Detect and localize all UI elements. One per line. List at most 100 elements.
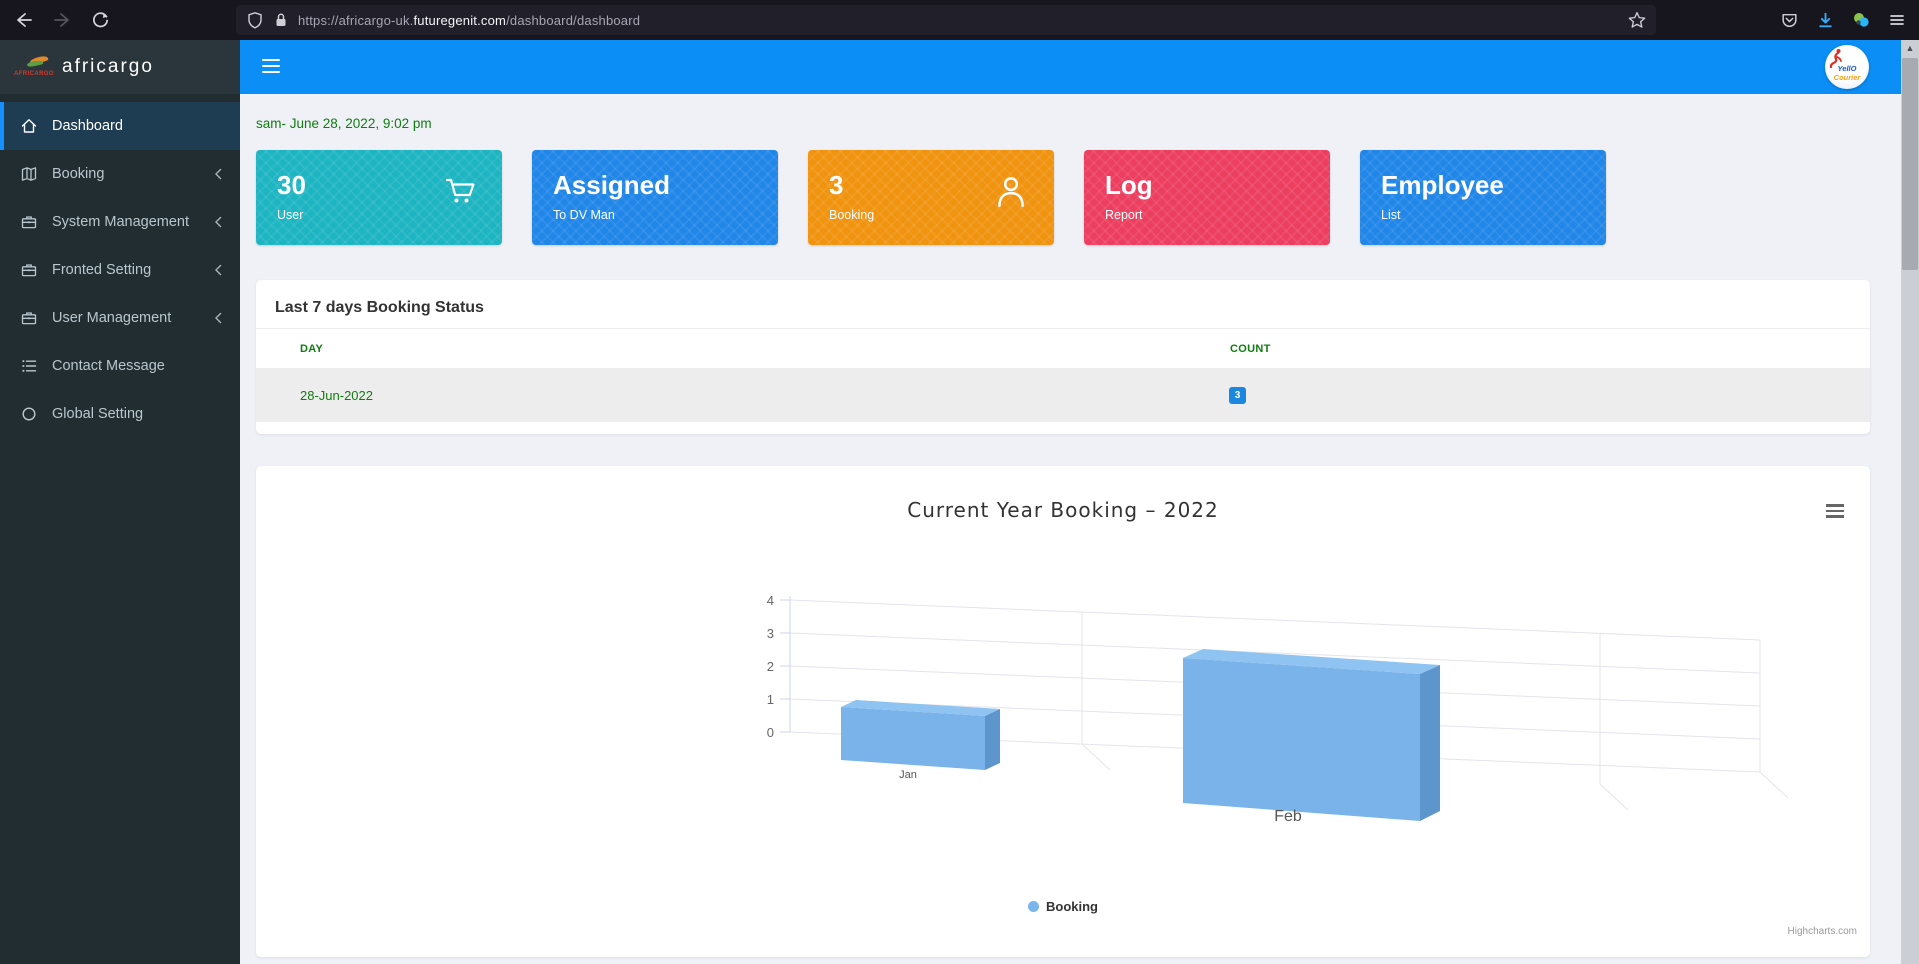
sidebar-item-label: Contact Message (52, 358, 165, 374)
browser-chrome: https://africargo-uk.futuregenit.com/das… (0, 0, 1919, 40)
sidebar-menu: Dashboard Booking System Management Fron… (0, 94, 240, 438)
sidebar-item-label: Booking (52, 166, 105, 182)
sidebar-item-dashboard[interactable]: Dashboard (0, 102, 240, 150)
reload-icon (102, 12, 108, 18)
stat-value: 30 (277, 170, 306, 200)
stat-value: Assigned (553, 170, 671, 200)
person-icon (998, 177, 1024, 208)
lock-icon (276, 13, 286, 26)
stat-card-log[interactable]: Log Report (1084, 150, 1330, 245)
panel-title: Last 7 days Booking Status (275, 299, 484, 316)
chevron-left-icon (215, 168, 222, 180)
briefcase-icon (21, 216, 37, 229)
stat-card-employee[interactable]: Employee List (1360, 150, 1606, 245)
sidebar: AFRICARGO africargo Dashboard Booking Sy… (0, 40, 240, 964)
circle-icon (22, 407, 36, 421)
stat-label: Report (1105, 208, 1143, 222)
chart-panel: Current Year Booking – 2022 (256, 466, 1870, 957)
cart-icon (446, 178, 475, 203)
topbar: YellO Courier (240, 40, 1901, 94)
main-content: sam- June 28, 2022, 9:02 pm 30 User Assi… (240, 94, 1901, 964)
sidebar-item-label: Dashboard (52, 118, 123, 134)
downloads-button[interactable] (1813, 8, 1837, 32)
column-feb[interactable] (1183, 649, 1440, 821)
extension-button[interactable] (1849, 8, 1873, 32)
legend-label: Booking (1046, 899, 1098, 914)
row-day-value: 28-Jun-2022 (300, 388, 373, 403)
bookmark-star-icon[interactable] (1628, 11, 1646, 29)
stat-cards-row: 30 User Assigned To DV Man 3 Booking (256, 150, 1870, 245)
sidebar-item-contact-message[interactable]: Contact Message (0, 342, 240, 390)
page-scrollbar[interactable]: ▲ (1901, 40, 1919, 964)
stat-card-user[interactable]: 30 User (256, 150, 502, 245)
chevron-left-icon (215, 264, 222, 276)
brand-mini-text: AFRICARGO (14, 71, 54, 77)
greeting-text: sam- June 28, 2022, 9:02 pm (256, 116, 432, 131)
stat-value: 3 (829, 170, 844, 200)
divider (256, 328, 1870, 329)
highcharts-credit[interactable]: Highcharts.com (1787, 926, 1857, 937)
y-tick: 0 (767, 725, 774, 740)
stat-label: To DV Man (553, 208, 615, 222)
sidebar-item-label: System Management (52, 214, 190, 230)
forward-button[interactable] (50, 8, 74, 32)
y-tick: 1 (767, 692, 774, 707)
legend-marker (1028, 901, 1039, 912)
back-button[interactable] (12, 8, 36, 32)
stat-value: Employee (1381, 170, 1504, 200)
url-bar[interactable]: https://africargo-uk.futuregenit.com/das… (236, 5, 1656, 35)
list-icon (22, 360, 37, 372)
pocket-button[interactable] (1777, 8, 1801, 32)
logo-word-2: Courier (1833, 73, 1861, 82)
brand-name: africargo (62, 56, 154, 77)
brand[interactable]: AFRICARGO africargo (0, 40, 240, 94)
chevron-left-icon (215, 312, 222, 324)
brand-logo: AFRICARGO (14, 54, 54, 79)
legend-item-booking[interactable]: Booking (256, 899, 1870, 914)
column-jan[interactable] (841, 700, 1000, 770)
sidebar-item-label: Fronted Setting (52, 262, 152, 278)
stat-value: Log (1105, 170, 1153, 200)
map-icon (21, 167, 37, 181)
chart-context-menu-button[interactable] (1826, 504, 1846, 521)
extension-icon (1854, 13, 1869, 27)
stat-card-booking[interactable]: 3 Booking (808, 150, 1054, 245)
y-tick: 3 (767, 626, 774, 641)
sidebar-toggle-button[interactable] (262, 59, 282, 75)
x-label-feb: Feb (1274, 808, 1302, 825)
courier-figure-icon (1829, 49, 1842, 68)
browser-menu-button[interactable] (1885, 8, 1909, 32)
sidebar-item-label: User Management (52, 310, 172, 326)
scrollbar-up-arrow[interactable]: ▲ (1905, 43, 1915, 53)
sidebar-item-user-management[interactable]: User Management (0, 294, 240, 342)
sidebar-item-label: Global Setting (52, 406, 144, 422)
chevron-left-icon (215, 216, 222, 228)
reload-button[interactable] (88, 8, 112, 32)
column-header-day: DAY (300, 343, 324, 355)
sidebar-item-global-setting[interactable]: Global Setting (0, 390, 240, 438)
x-label-jan: Jan (899, 769, 917, 781)
sidebar-item-fronted-setting[interactable]: Fronted Setting (0, 246, 240, 294)
chart-title: Current Year Booking – 2022 (907, 498, 1219, 522)
column-header-count: COUNT (1230, 343, 1271, 355)
shield-icon (248, 12, 262, 29)
y-axis-labels: 4 3 2 1 0 (767, 593, 774, 740)
booking-status-panel: Last 7 days Booking Status DAY COUNT 28-… (256, 280, 1870, 434)
back-arrow-icon (17, 13, 32, 27)
stat-label: User (277, 208, 304, 222)
pocket-icon (1781, 13, 1797, 27)
stat-label: Booking (829, 208, 875, 222)
count-badge: 3 (1229, 387, 1246, 404)
briefcase-icon (21, 264, 37, 277)
forward-arrow-icon (54, 13, 69, 27)
stat-card-assigned[interactable]: Assigned To DV Man (532, 150, 778, 245)
y-tick: 2 (767, 659, 774, 674)
courier-logo[interactable]: YellO Courier (1825, 45, 1869, 89)
home-icon (21, 119, 37, 133)
sidebar-item-booking[interactable]: Booking (0, 150, 240, 198)
logo-word-1: YellO (1837, 64, 1857, 73)
scrollbar-thumb[interactable] (1902, 58, 1918, 270)
hamburger-icon (1890, 15, 1904, 25)
sidebar-item-system-management[interactable]: System Management (0, 198, 240, 246)
url-text: https://africargo-uk.futuregenit.com/das… (298, 12, 641, 28)
